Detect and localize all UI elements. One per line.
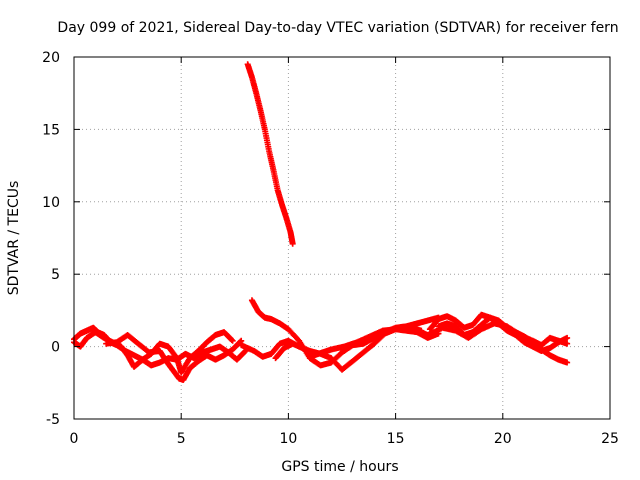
data-point: [564, 334, 571, 341]
y-tick-label: 5: [51, 267, 60, 283]
series-track-J: [414, 320, 571, 349]
series-track-G: [272, 323, 425, 362]
x-tick-label: 5: [177, 431, 186, 447]
x-axis-ticks: 0 5 10 15 20 25: [70, 57, 619, 447]
x-tick-label: 20: [494, 431, 512, 447]
y-tick-label: 0: [51, 340, 60, 356]
series-track-C: [103, 332, 245, 383]
series-track-E: [248, 297, 442, 369]
data-point: [229, 337, 236, 344]
data-point: [237, 338, 244, 345]
y-tick-label: 10: [42, 195, 60, 211]
x-tick-label: 10: [279, 431, 297, 447]
x-tick-label: 0: [70, 431, 79, 447]
y-axis-label: SDTVAR / TECUs: [6, 181, 22, 296]
plot-frame: [73, 56, 611, 420]
data-point: [564, 340, 571, 347]
chart-title: Day 099 of 2021, Sidereal Day-to-day VTE…: [57, 20, 618, 36]
data-point: [289, 240, 296, 247]
x-tick-label: 15: [387, 431, 405, 447]
y-tick-label: -5: [46, 412, 60, 428]
series-track-D: [244, 61, 296, 247]
data-points: [71, 61, 571, 383]
y-tick-label: 15: [42, 122, 60, 138]
grid-lines: [74, 57, 610, 419]
x-axis-label: GPS time / hours: [281, 459, 398, 475]
x-tick-label: 25: [601, 431, 619, 447]
y-axis-ticks: -5 0 5 10 15 20: [42, 50, 610, 428]
data-point: [228, 336, 235, 343]
data-point: [564, 359, 571, 366]
y-tick-label: 20: [42, 50, 60, 66]
